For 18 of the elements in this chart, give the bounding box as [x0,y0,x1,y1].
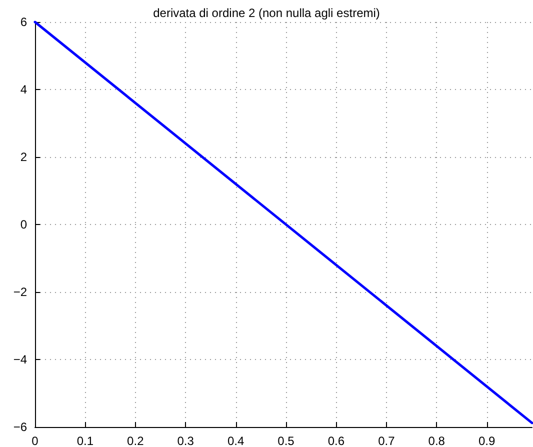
x-tick-label: 0.4 [227,434,244,447]
x-tick-label: 0.1 [76,434,94,447]
x-tick-label: 0.9 [478,434,496,447]
y-tick-label: 4 [20,82,28,96]
x-tick-label: 0.7 [378,434,396,447]
y-tick-label: 6 [20,15,28,29]
y-tick-label: −2 [13,285,28,299]
y-tick-label: −6 [13,420,28,434]
x-tick-label: 0.6 [328,434,345,447]
y-tick-label: −4 [13,352,28,366]
chart-title: derivata di ordine 2 (non nulla agli estremi) [153,6,380,20]
x-tick-label: 0.5 [278,434,295,447]
x-tick-label: 0.8 [428,434,446,447]
y-tick-label: 2 [20,150,28,164]
x-tick-label: 0 [32,434,39,447]
x-tick-label: 0.3 [177,434,194,447]
y-tick-label: 0 [20,218,28,232]
x-tick-label: 0.2 [127,434,144,447]
